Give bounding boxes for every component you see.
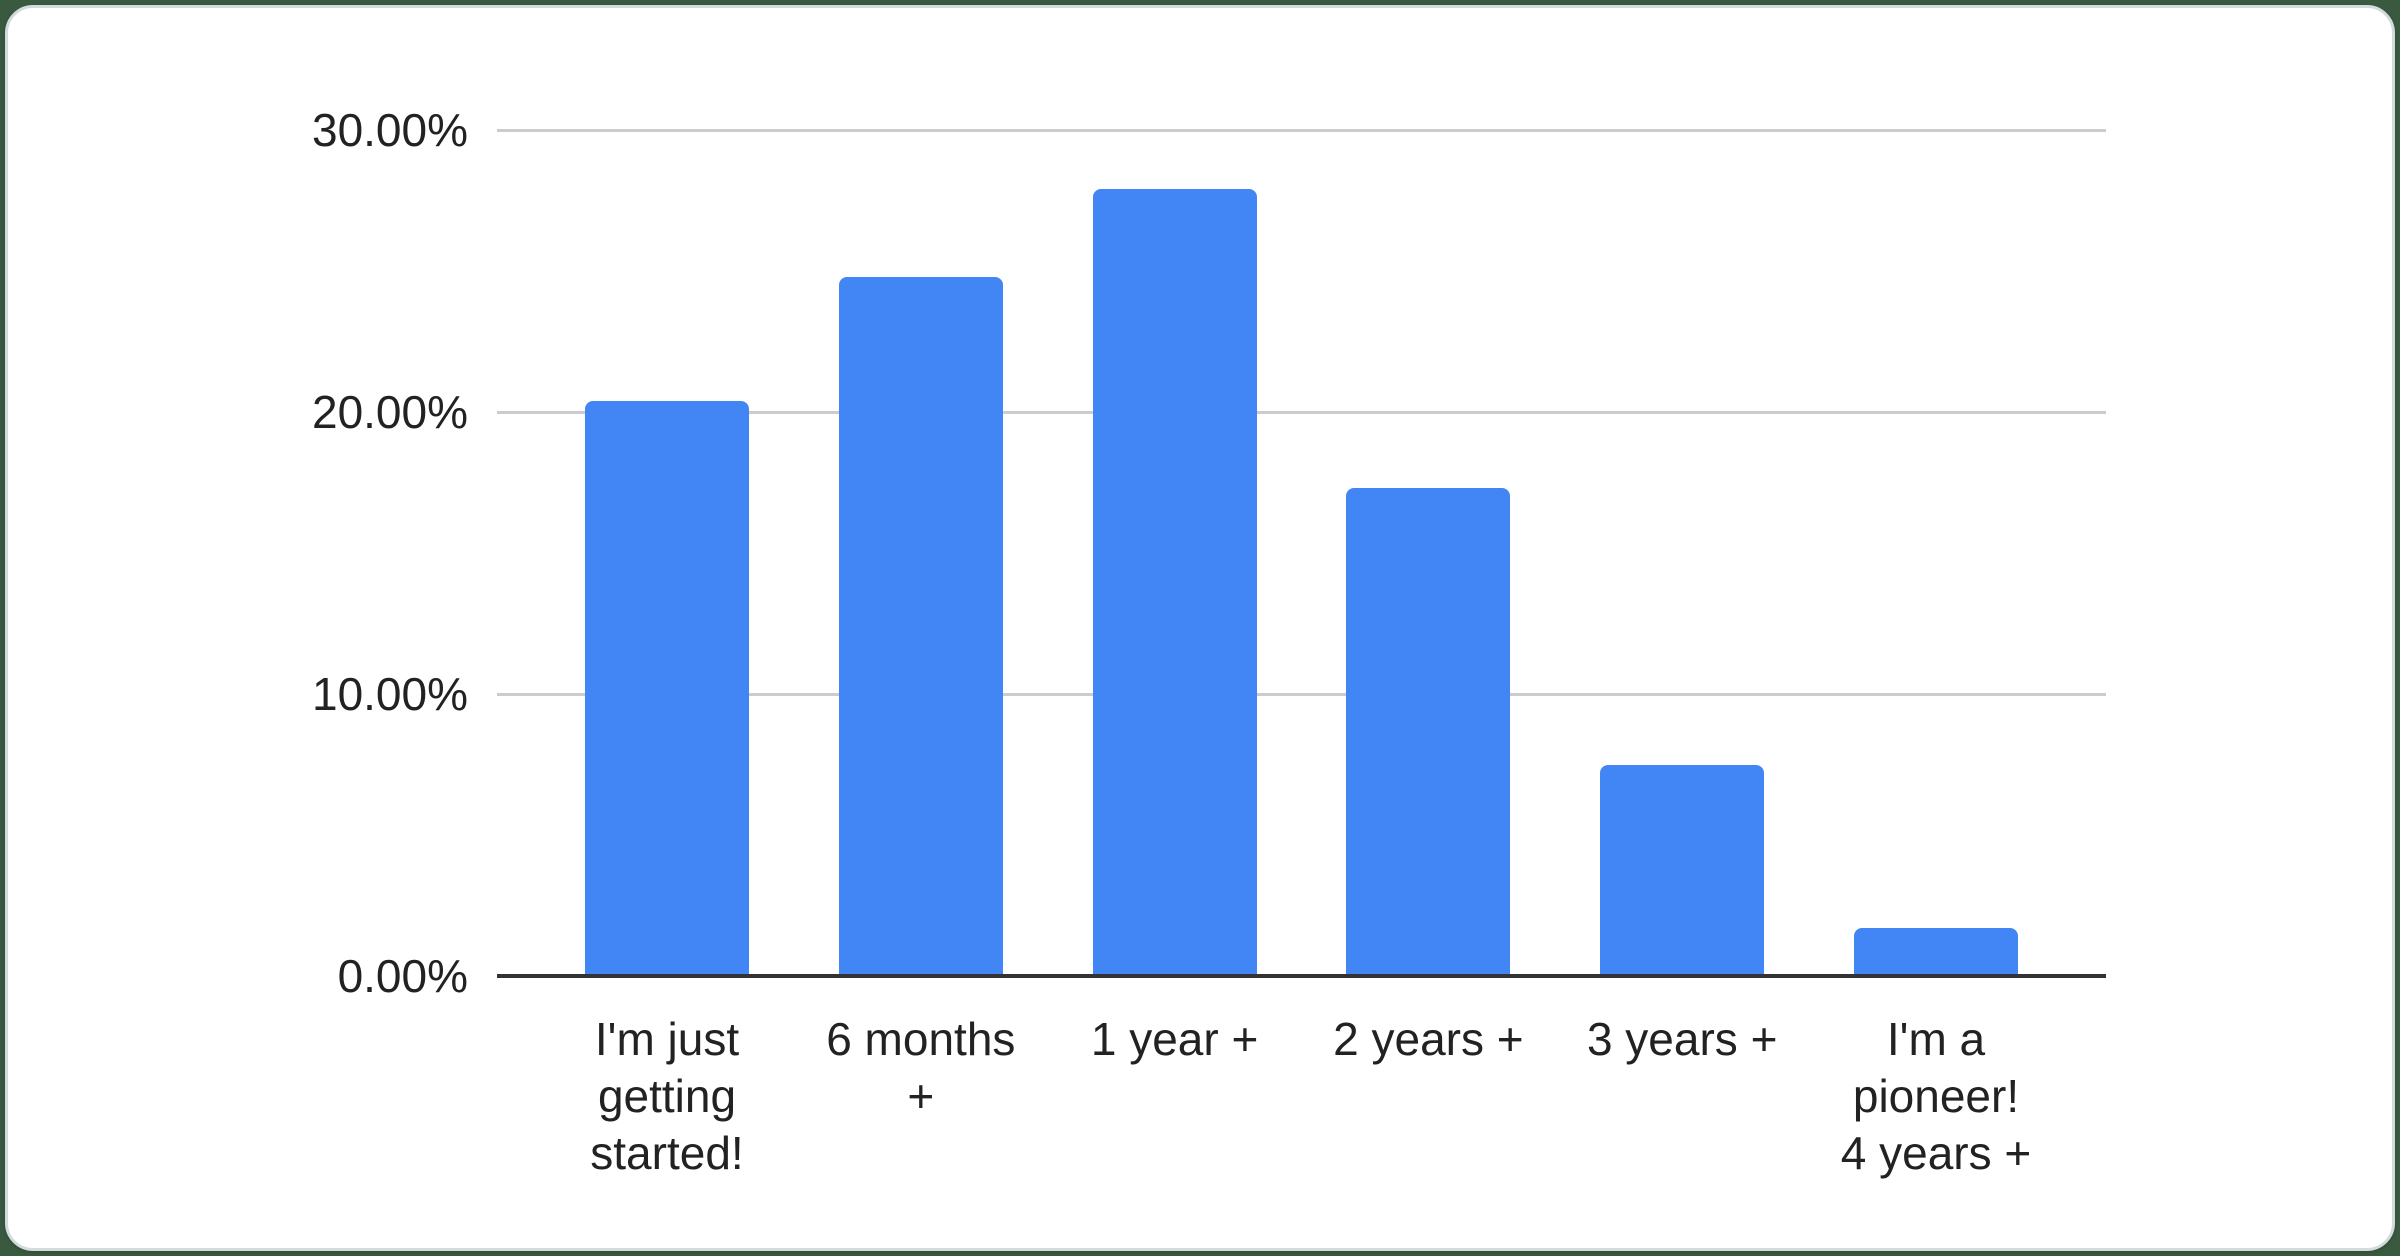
y-tick-label: 20.00% — [311, 386, 468, 438]
bar-3[interactable] — [1092, 189, 1257, 976]
bar-5[interactable] — [1600, 764, 1765, 976]
x-axis-line — [497, 974, 2106, 978]
gridline-30 — [497, 129, 2106, 132]
gridline-20 — [497, 411, 2106, 414]
x-category-label: 1 year + — [1090, 1013, 1259, 1065]
bar-6[interactable] — [1854, 928, 2018, 976]
x-category-label: 2 years + — [1333, 1013, 1524, 1065]
x-category-label: I'm just getting started! — [590, 1013, 744, 1179]
chart-card: 30.00% 20.00% 10.00% 0.00% I'm just getting… — [5, 5, 2395, 1251]
y-tick-label: 10.00% — [311, 668, 468, 720]
x-category-label: I'm a pioneer! 4 years + — [1840, 1013, 2032, 1179]
x-category-label: 6 months + — [826, 1013, 1016, 1122]
y-tick-label: 30.00% — [311, 104, 468, 156]
bar-1[interactable] — [585, 400, 749, 976]
y-tick-label: 0.00% — [337, 950, 468, 1002]
plot-area — [497, 129, 2106, 978]
bar-2[interactable] — [838, 276, 1003, 976]
bar-4[interactable] — [1346, 488, 1511, 976]
gridline-10 — [497, 693, 2106, 696]
x-category-label: 3 years + — [1586, 1013, 1778, 1065]
